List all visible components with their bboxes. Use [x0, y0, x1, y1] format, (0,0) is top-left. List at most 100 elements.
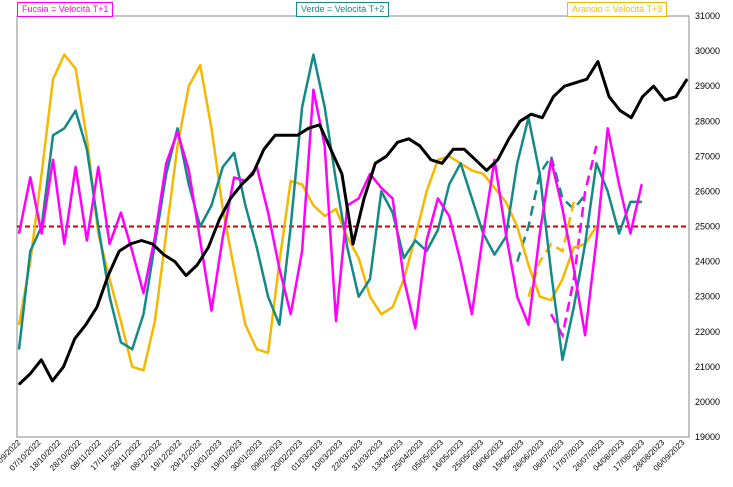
point-fucsia: [380, 187, 382, 189]
point-arancio: [75, 68, 77, 70]
point-arancio: [233, 268, 235, 270]
point-verde: [290, 225, 292, 228]
point-fucsia: [493, 159, 496, 161]
legend-fucsia: Fucsia = Velocità T+1: [17, 2, 114, 17]
point-verde: [403, 257, 405, 259]
point-verde: [199, 225, 201, 228]
point-price: [285, 134, 287, 136]
point-arancio: [142, 369, 145, 371]
x-axis: 28/09/202207/10/202218/10/202228/10/2022…: [0, 438, 687, 473]
y-tick-label: 28000: [695, 116, 720, 126]
point-verde: [301, 106, 303, 108]
point-price: [653, 85, 655, 87]
point-price: [252, 173, 254, 175]
point-price: [196, 264, 198, 266]
point-arancio: [358, 257, 360, 259]
point-price: [586, 78, 588, 80]
point-price: [118, 250, 120, 252]
point-arancio: [516, 225, 518, 228]
point-verde: [324, 106, 326, 108]
point-verde: [471, 197, 473, 200]
point-fucsia: [176, 131, 179, 133]
point-arancio: [210, 127, 213, 129]
point-price: [508, 138, 510, 140]
point-verde: [29, 250, 31, 252]
point-price: [541, 117, 543, 119]
point-verde: [358, 296, 360, 298]
point-fucsia: [63, 243, 65, 245]
point-price: [530, 113, 532, 115]
point-verde: [561, 359, 564, 361]
point-arancio: [188, 85, 190, 87]
point-price: [474, 159, 477, 161]
point-arancio: [63, 53, 65, 56]
point-price: [96, 306, 98, 308]
y-tick-label: 27000: [695, 151, 720, 161]
point-fucsia: [607, 127, 609, 129]
projection-fucsia: [550, 145, 598, 339]
point-fucsia: [505, 232, 507, 235]
y-tick-label: 21000: [695, 362, 720, 372]
point-price: [563, 85, 566, 87]
point-fucsia: [324, 145, 326, 147]
point-price: [241, 183, 243, 185]
point-fucsia: [595, 239, 598, 242]
point-price: [62, 366, 65, 368]
point-verde: [629, 201, 631, 203]
point-price: [163, 253, 165, 256]
point-arancio: [108, 278, 111, 280]
point-fucsia: [267, 211, 269, 214]
point-fucsia: [142, 292, 145, 294]
point-fucsia: [278, 268, 281, 270]
point-price: [51, 380, 54, 382]
point-price: [29, 373, 31, 375]
point-price: [486, 169, 488, 171]
point-fucsia: [199, 239, 201, 242]
point-fucsia: [97, 166, 99, 168]
legend-arancio-label: Arancio = Velocità T+3: [572, 4, 663, 14]
point-arancio: [18, 324, 20, 326]
point-fucsia: [448, 215, 450, 217]
point-fucsia: [210, 310, 213, 312]
point-price: [218, 218, 220, 221]
point-fucsia: [18, 232, 20, 235]
point-verde: [142, 313, 145, 315]
point-arancio: [392, 306, 394, 308]
point-fucsia: [629, 232, 631, 235]
point-fucsia: [584, 334, 586, 336]
point-price: [229, 197, 232, 200]
point-price: [497, 159, 499, 161]
point-fucsia: [154, 236, 156, 238]
series-layer: [17, 53, 689, 386]
point-fucsia: [75, 166, 77, 168]
point-price: [40, 359, 42, 361]
point-price: [608, 96, 610, 98]
point-verde: [369, 278, 371, 280]
point-verde: [618, 232, 620, 235]
point-fucsia: [301, 250, 303, 252]
point-price: [619, 110, 621, 112]
point-fucsia: [188, 169, 190, 171]
point-verde: [210, 204, 213, 207]
point-fucsia: [86, 239, 88, 242]
point-price: [307, 127, 310, 129]
point-arancio: [437, 159, 439, 161]
point-verde: [120, 341, 122, 343]
point-price: [519, 120, 521, 122]
point-verde: [244, 204, 247, 207]
point-fucsia: [312, 89, 314, 91]
legend-verde-label: Verde = Velocità T+2: [301, 4, 385, 14]
point-verde: [176, 127, 179, 129]
point-fucsia: [120, 211, 122, 214]
point-arancio: [244, 324, 247, 326]
y-tick-label: 30000: [695, 46, 720, 56]
y-tick-label: 31000: [695, 11, 720, 21]
point-verde: [75, 110, 77, 112]
point-price: [452, 148, 454, 150]
projection-verde: [516, 153, 587, 262]
point-arancio: [561, 278, 564, 280]
point-fucsia: [425, 239, 428, 242]
point-price: [597, 61, 599, 63]
point-fucsia: [233, 176, 235, 178]
legend-arancio: Arancio = Velocità T+3: [567, 2, 668, 17]
